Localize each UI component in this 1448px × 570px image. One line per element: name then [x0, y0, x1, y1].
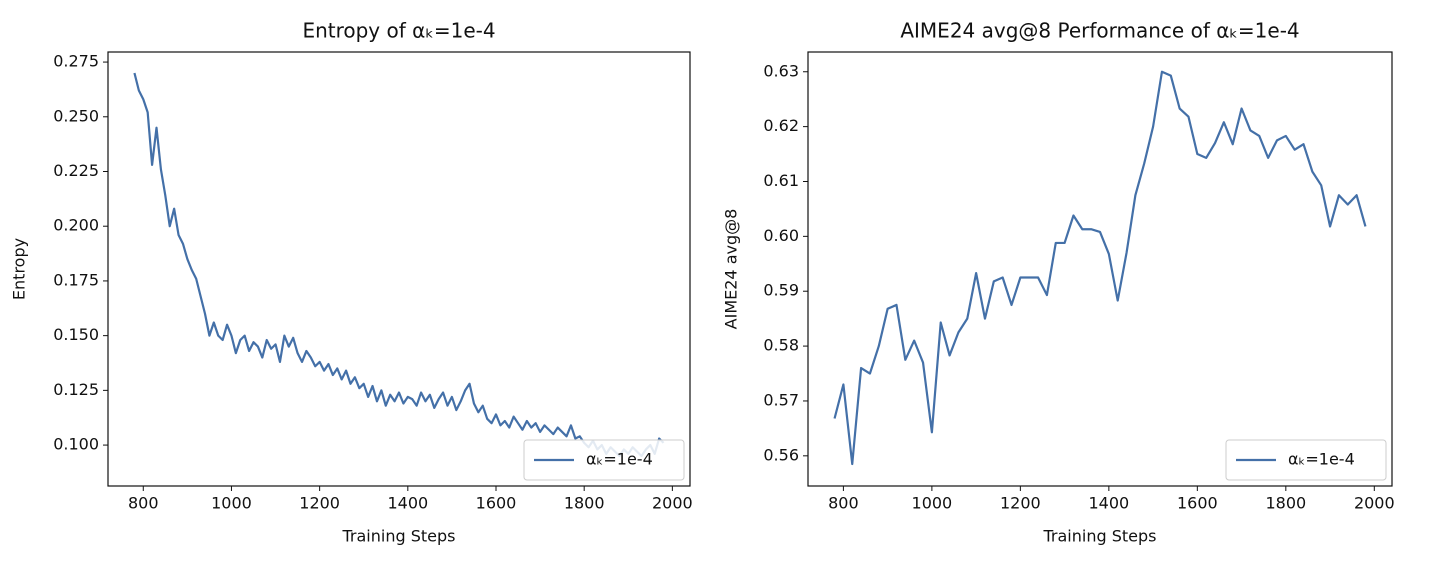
y-tick-label: 0.57 — [763, 390, 799, 409]
subplot: AIME24 avg@8 Performance of αₖ=1e-4 Train… — [722, 19, 1395, 546]
x-tick-label: 1800 — [1265, 494, 1306, 513]
x-axis-label: Training Steps — [342, 527, 456, 546]
y-tick-label: 0.125 — [53, 380, 99, 399]
legend: αₖ=1e-4 — [523, 439, 685, 481]
y-tick-label: 0.60 — [763, 226, 799, 245]
subplot: Entropy of αₖ=1e-4 Training Steps Entropy 8… — [10, 19, 693, 546]
y-tick-label: 0.175 — [53, 270, 99, 289]
x-tick-label: 800 — [128, 494, 159, 513]
legend: αₖ=1e-4 — [1225, 439, 1387, 481]
x-tick-label: 1000 — [912, 494, 953, 513]
y-tick-label: 0.150 — [53, 325, 99, 344]
x-tick-label: 1000 — [211, 494, 252, 513]
x-tick-label: 800 — [828, 494, 859, 513]
x-tick-label: 1600 — [1177, 494, 1218, 513]
y-tick-label: 0.225 — [53, 161, 99, 180]
plot-frame — [807, 51, 1393, 487]
legend-label: αₖ=1e-4 — [586, 450, 653, 469]
legend-box — [1225, 439, 1387, 481]
y-tick-label: 0.250 — [53, 106, 99, 125]
x-tick-label: 2000 — [652, 494, 693, 513]
x-tick-label: 1600 — [476, 494, 517, 513]
y-tick-label: 0.200 — [53, 216, 99, 235]
y-tick-label: 0.61 — [763, 171, 799, 190]
chart-title: AIME24 avg@8 Performance of αₖ=1e-4 — [900, 19, 1299, 43]
plot-frame — [107, 51, 691, 487]
y-tick-label: 0.59 — [763, 281, 799, 300]
x-tick-label: 1400 — [1088, 494, 1129, 513]
y-tick-label: 0.56 — [763, 445, 799, 464]
chart-title: Entropy of αₖ=1e-4 — [302, 19, 495, 43]
y-axis-label: AIME24 avg@8 — [722, 209, 741, 330]
x-tick-label: 1800 — [564, 494, 605, 513]
x-tick-label: 2000 — [1354, 494, 1395, 513]
y-tick-label: 0.275 — [53, 52, 99, 71]
legend-box — [523, 439, 685, 481]
data-line — [133, 72, 665, 458]
y-tick-label: 0.63 — [763, 61, 799, 80]
x-axis-label: Training Steps — [1043, 527, 1157, 546]
y-tick-label: 0.100 — [53, 435, 99, 454]
y-tick-label: 0.58 — [763, 336, 799, 355]
x-tick-label: 1400 — [387, 494, 428, 513]
x-tick-label: 1200 — [1000, 494, 1041, 513]
data-line — [833, 70, 1367, 466]
x-tick-label: 1200 — [299, 494, 340, 513]
legend-label: αₖ=1e-4 — [1288, 450, 1355, 469]
y-axis-label: Entropy — [10, 238, 29, 300]
y-tick-label: 0.62 — [763, 116, 799, 135]
